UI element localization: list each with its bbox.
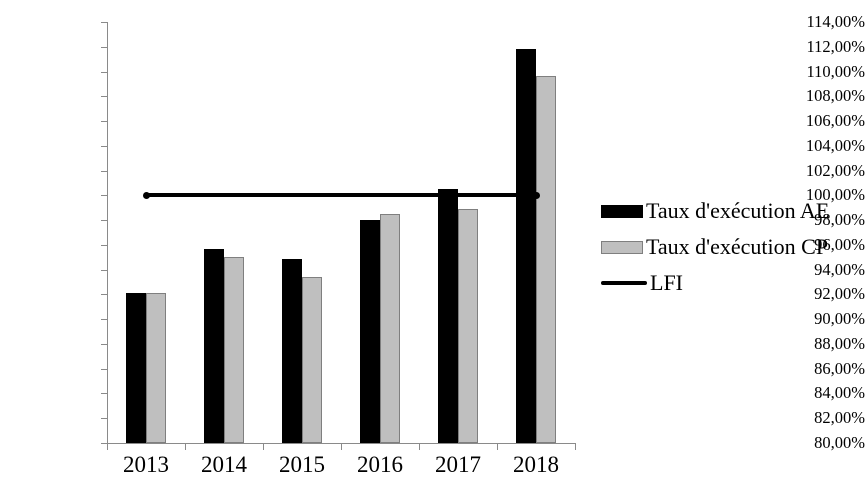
x-axis-label: 2018 xyxy=(513,452,559,477)
y-tick-label: 96,00% xyxy=(814,234,865,254)
y-tick xyxy=(101,195,107,197)
lfi-line-start-marker xyxy=(143,191,150,199)
x-tick xyxy=(575,444,576,450)
y-tick xyxy=(101,96,107,98)
y-tick-label: 88,00% xyxy=(814,333,865,353)
bar-taux-execution-ae xyxy=(516,49,536,443)
y-tick-label: 106,00% xyxy=(805,111,865,131)
bar-taux-execution-cp xyxy=(536,76,556,443)
bar-taux-execution-cp xyxy=(380,213,400,443)
y-tick xyxy=(101,393,107,395)
y-tick xyxy=(101,343,107,345)
bar-taux-execution-ae xyxy=(360,220,380,443)
lfi-line xyxy=(146,193,536,198)
x-axis-label: 2016 xyxy=(357,452,403,477)
x-tick xyxy=(419,444,420,450)
y-tick-label: 108,00% xyxy=(805,86,865,106)
legend-label: Taux d'exécution CP xyxy=(646,234,829,259)
y-tick-label: 102,00% xyxy=(805,160,865,180)
y-tick-label: 92,00% xyxy=(814,284,865,304)
y-tick-label: 112,00% xyxy=(806,36,865,56)
legend-item-cp: Taux d'exécution CP xyxy=(601,233,828,261)
bar-taux-execution-cp xyxy=(146,293,166,443)
y-tick xyxy=(101,368,107,370)
y-axis-line xyxy=(107,22,108,443)
x-tick xyxy=(107,444,108,450)
legend-swatch-cp xyxy=(601,240,643,254)
x-tick xyxy=(341,444,342,450)
bar-taux-execution-ae xyxy=(282,258,302,443)
y-tick-label: 104,00% xyxy=(805,135,865,155)
legend-swatch-ae xyxy=(601,204,643,218)
x-axis-label: 2014 xyxy=(201,452,247,477)
bar-taux-execution-cp xyxy=(302,277,322,443)
x-axis-label: 2015 xyxy=(279,452,325,477)
y-tick-label: 80,00% xyxy=(814,433,865,452)
bar-taux-execution-cp xyxy=(224,257,244,443)
y-tick-label: 110,00% xyxy=(806,61,865,81)
y-tick xyxy=(101,46,107,48)
legend-label: Taux d'exécution AE xyxy=(646,198,830,223)
x-tick xyxy=(263,444,264,450)
y-tick-label: 94,00% xyxy=(814,259,865,279)
y-tick-label: 114,00% xyxy=(806,12,865,31)
y-tick xyxy=(101,319,107,321)
y-tick xyxy=(101,294,107,296)
y-tick-label: 84,00% xyxy=(814,383,865,403)
bar-taux-execution-ae xyxy=(204,248,224,443)
x-axis-label: 2017 xyxy=(435,452,481,477)
y-tick-label: 82,00% xyxy=(814,408,865,428)
legend-item-ae: Taux d'exécution AE xyxy=(601,197,829,225)
x-axis-line xyxy=(107,443,576,444)
y-tick xyxy=(101,71,107,73)
y-tick xyxy=(101,22,107,23)
y-tick xyxy=(101,220,107,222)
x-axis-label: 2013 xyxy=(123,452,169,477)
legend-item-lfi: LFI xyxy=(601,269,683,297)
y-tick xyxy=(101,443,107,444)
y-tick xyxy=(101,244,107,246)
x-tick xyxy=(185,444,186,450)
bar-taux-execution-cp xyxy=(458,208,478,443)
bar-taux-execution-ae xyxy=(126,293,146,443)
y-tick xyxy=(101,170,107,172)
y-tick-label: 98,00% xyxy=(814,210,865,230)
x-tick xyxy=(497,444,498,450)
y-tick xyxy=(101,269,107,271)
y-tick-label: 86,00% xyxy=(814,358,865,378)
y-tick xyxy=(101,121,107,123)
lfi-line-end-marker xyxy=(533,191,540,199)
y-tick-label: 100,00% xyxy=(805,185,865,205)
legend-swatch-lfi-line xyxy=(601,281,647,285)
y-tick-label: 90,00% xyxy=(814,309,865,329)
legend-label: LFI xyxy=(650,270,683,295)
y-tick xyxy=(101,145,107,147)
y-tick xyxy=(101,418,107,420)
bar-taux-execution-ae xyxy=(438,189,458,443)
